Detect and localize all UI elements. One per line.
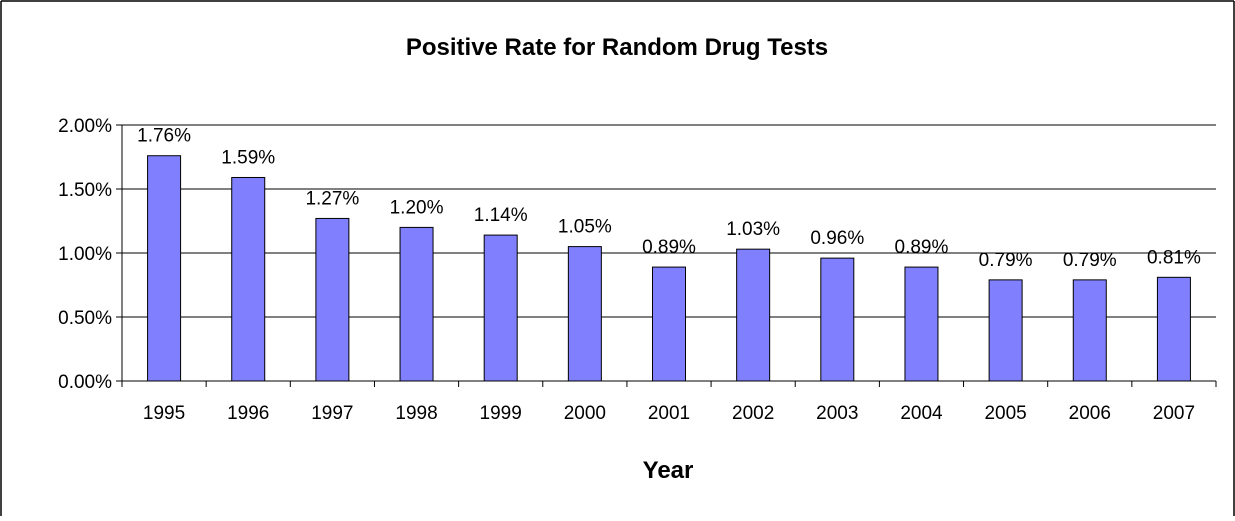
x-tick-label-2000: 2000	[564, 403, 606, 424]
data-label-1997: 1.27%	[305, 188, 359, 209]
x-tick-label-2007: 2007	[1153, 403, 1195, 424]
y-axis-tick-labels: 0.00% 0.50% 1.00% 1.50% 2.00%	[58, 116, 112, 393]
x-tick-label-1996: 1996	[227, 403, 269, 424]
bar-2000	[567, 246, 602, 382]
x-axis-tick-labels: 1995 1996 1997 1998 1999 2000 2001 2002 2003 2004…	[143, 403, 1195, 424]
x-tick-label-2004: 2004	[900, 403, 943, 424]
y-tick-label: 2.00%	[58, 116, 112, 137]
data-label-1998: 1.20%	[390, 197, 444, 218]
y-tick-label: 1.50%	[58, 180, 112, 201]
x-tick-label-1997: 1997	[311, 403, 353, 424]
data-label-2004: 0.89%	[895, 237, 949, 258]
y-tick-label: 0.00%	[58, 372, 112, 393]
gridlines	[122, 124, 1216, 318]
y-tick-label: 1.00%	[58, 244, 112, 265]
data-label-1999: 1.14%	[474, 205, 528, 226]
data-label-1995: 1.76%	[137, 126, 191, 147]
bar-1999	[483, 234, 518, 382]
x-tick-label-2002: 2002	[732, 403, 774, 424]
bar-2004	[904, 266, 939, 382]
bars	[147, 155, 1191, 382]
bar-2007	[1156, 276, 1191, 382]
y-tick-label: 0.50%	[58, 308, 112, 329]
bar-2003	[820, 257, 855, 382]
data-label-1996: 1.59%	[221, 147, 275, 168]
data-label-2007: 0.81%	[1147, 247, 1201, 268]
bar-1995	[147, 155, 182, 382]
x-tick-label-1999: 1999	[480, 403, 522, 424]
x-tick-label-1998: 1998	[395, 403, 437, 424]
x-tick-label-2003: 2003	[816, 403, 858, 424]
bar-2005	[988, 279, 1023, 382]
bar-2002	[736, 248, 771, 382]
data-label-2000: 1.05%	[558, 217, 612, 238]
bar-1998	[399, 226, 434, 382]
bar-2006	[1072, 279, 1107, 382]
bar-1996	[231, 176, 266, 382]
x-tick-label-2005: 2005	[984, 403, 1026, 424]
data-label-2003: 0.96%	[810, 228, 864, 249]
data-labels: 1.76% 1.59% 1.27% 1.20% 1.14% 1.05% 0.89% 1.03%…	[137, 126, 1201, 271]
x-tick-label-2006: 2006	[1069, 403, 1111, 424]
x-axis-title: Year	[643, 457, 694, 484]
bar-2001	[652, 266, 686, 382]
data-label-2005: 0.79%	[979, 250, 1033, 271]
data-label-2001: 0.89%	[642, 237, 696, 258]
chart-title: Positive Rate for Random Drug Tests	[406, 34, 828, 61]
data-label-2006: 0.79%	[1063, 250, 1117, 271]
x-tick-label-2001: 2001	[648, 403, 690, 424]
data-label-2002: 1.03%	[726, 219, 780, 240]
x-tick-label-1995: 1995	[143, 403, 185, 424]
bar-1997	[315, 217, 350, 382]
